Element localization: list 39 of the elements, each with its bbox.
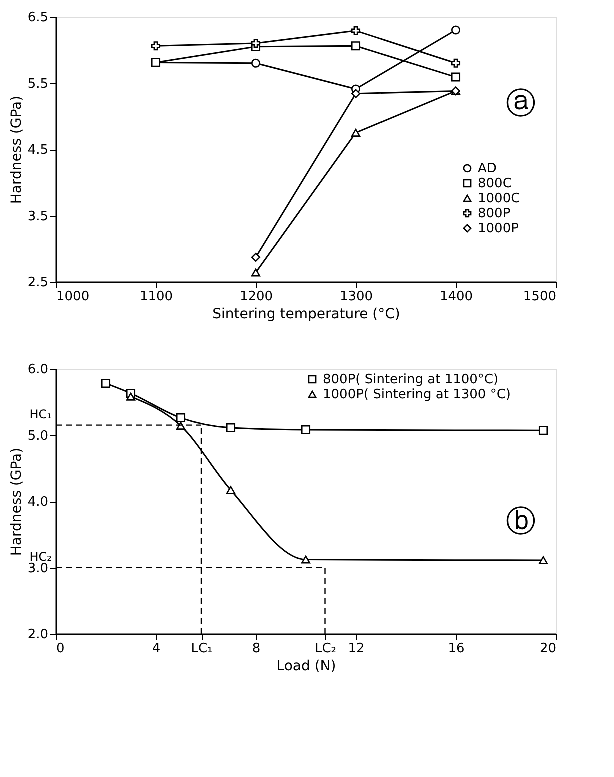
- annotation: HC₂: [30, 550, 52, 564]
- y-tick-label: 3.0: [28, 561, 48, 576]
- y-axis-title: Hardness (GPa): [8, 448, 25, 556]
- legend-label: 1000P( Sintering at 1300 °C): [323, 388, 511, 402]
- y-tick-label: 3.5: [28, 209, 48, 224]
- legend-label: 1000P: [478, 222, 520, 236]
- x-tick-label: 1500: [523, 290, 556, 304]
- annotation: ⓑ: [506, 504, 536, 540]
- y-tick-label: 5.5: [28, 76, 48, 92]
- legend-label: AD: [478, 162, 497, 176]
- x-tick-label: 1000: [56, 290, 90, 304]
- annotation: HC₁: [30, 407, 52, 422]
- x-tick-label: 1300: [340, 290, 374, 304]
- x-tick-label: 16: [448, 642, 465, 656]
- x-tick-label: 20: [540, 642, 556, 656]
- x-tick-label: LC₂: [314, 642, 337, 656]
- x-tick-label: 1400: [440, 290, 474, 304]
- annotation: ⓐ: [506, 86, 536, 122]
- legend-label: 800P: [478, 206, 511, 222]
- y-tick-label: 4.0: [28, 495, 48, 510]
- y-tick-label: 5.0: [28, 428, 48, 444]
- x-axis-title: Sintering temperature (°C): [212, 306, 400, 322]
- x-tick-label: 0: [56, 642, 65, 656]
- y-tick-label: 4.5: [28, 143, 48, 158]
- legend-label: 800C: [478, 176, 512, 192]
- x-tick-label: 1200: [240, 290, 274, 304]
- x-axis-title: Load (N): [276, 658, 336, 674]
- x-tick-label: LC₁: [191, 642, 213, 656]
- y-tick-label: 2.0: [28, 628, 48, 642]
- x-tick-label: 12: [348, 642, 365, 656]
- x-tick-label: 8: [252, 642, 261, 656]
- legend-label: 1000C: [478, 192, 520, 206]
- x-tick-label: 4: [152, 642, 161, 656]
- y-axis-title: Hardness (GPa): [8, 96, 25, 204]
- x-tick-label: 1100: [140, 290, 174, 304]
- legend-label: 800P( Sintering at 1100°C): [323, 372, 499, 388]
- y-tick-label: 6.5: [28, 10, 48, 26]
- y-tick-label: 6.0: [28, 362, 48, 378]
- y-tick-label: 2.5: [28, 276, 48, 290]
